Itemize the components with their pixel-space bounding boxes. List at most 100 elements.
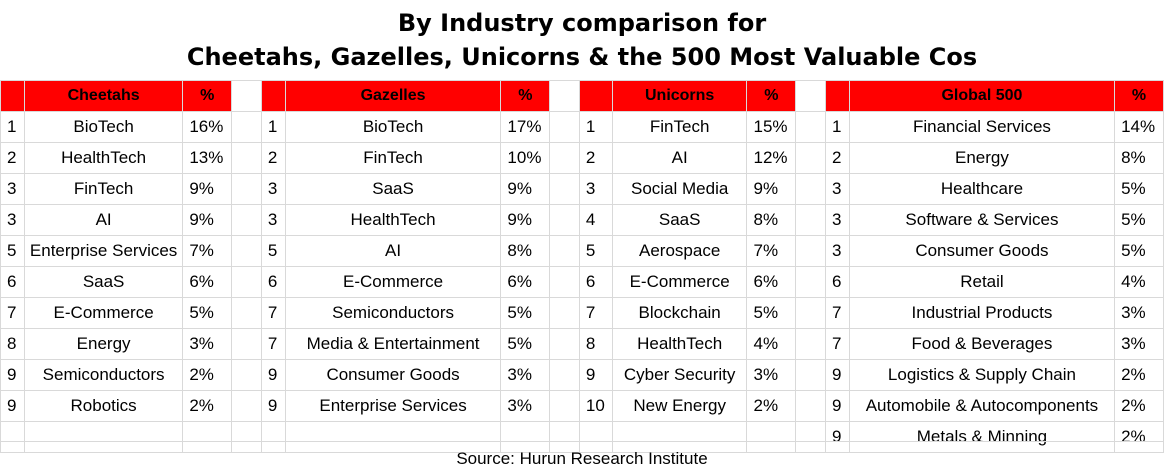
unicorns-industry: Aerospace bbox=[611, 235, 748, 267]
column-gap bbox=[231, 359, 262, 391]
global-500-rank: 3 bbox=[824, 173, 850, 205]
column-gap bbox=[231, 204, 262, 236]
column-gap bbox=[549, 328, 580, 360]
unicorns-percent: 5% bbox=[746, 297, 797, 329]
table-row: 8 Energy 3% 7 Media & Entertainment 5% 8 Health… bbox=[0, 328, 1164, 360]
column-gap bbox=[231, 111, 262, 143]
column-gap bbox=[795, 235, 826, 267]
cheetahs-percent: 9% bbox=[182, 173, 233, 205]
gazelles-rank: 7 bbox=[260, 328, 286, 360]
column-gap bbox=[549, 359, 580, 391]
unicorns-industry: SaaS bbox=[611, 204, 748, 236]
unicorns-industry: HealthTech bbox=[611, 328, 748, 360]
column-gap bbox=[795, 111, 826, 143]
cheetahs-percent: 2% bbox=[182, 390, 233, 422]
header-row: Cheetahs% Gazelles% Unicorns% Global 500% bbox=[0, 80, 1164, 112]
global-500-industry: Retail bbox=[848, 266, 1116, 298]
global-500-rank: 9 bbox=[824, 390, 850, 422]
global-500-industry: Consumer Goods bbox=[848, 235, 1116, 267]
gazelles-percent: 3% bbox=[500, 359, 551, 391]
unicorns-percent: 15% bbox=[746, 111, 797, 143]
column-gap bbox=[795, 142, 826, 174]
cheetahs-percent: 16% bbox=[182, 111, 233, 143]
gazelles-industry: AI bbox=[284, 235, 502, 267]
gazelles-rank: 5 bbox=[260, 235, 286, 267]
gazelles-rank: 7 bbox=[260, 297, 286, 329]
global-500-percent: 3% bbox=[1114, 297, 1164, 329]
cheetahs-rank: 5 bbox=[0, 235, 25, 267]
global-500-industry: Industrial Products bbox=[848, 297, 1116, 329]
unicorns-percent: 12% bbox=[746, 142, 797, 174]
global-500-industry: Food & Beverages bbox=[848, 328, 1116, 360]
unicorns-percent bbox=[746, 421, 797, 453]
global-500-industry: Software & Services bbox=[848, 204, 1116, 236]
cheetahs-rank: 3 bbox=[0, 173, 25, 205]
cheetahs-header: Cheetahs bbox=[23, 80, 184, 112]
table-row: 2 HealthTech 13% 2 FinTech 10% 2 AI 12% 2 Energy 8% bbox=[0, 142, 1164, 174]
gazelles-percent: 3% bbox=[500, 390, 551, 422]
global-500-rank: 1 bbox=[824, 111, 850, 143]
global-500-percent: 5% bbox=[1114, 173, 1164, 205]
unicorns-rank: 7 bbox=[578, 297, 613, 329]
global-500-rank: 3 bbox=[824, 235, 850, 267]
column-gap bbox=[231, 390, 262, 422]
cheetahs-industry: HealthTech bbox=[23, 142, 184, 174]
column-gap bbox=[549, 80, 580, 112]
unicorns-industry: Blockchain bbox=[611, 297, 748, 329]
cheetahs-industry bbox=[23, 421, 184, 453]
global-500-industry: Healthcare bbox=[848, 173, 1116, 205]
column-gap bbox=[549, 111, 580, 143]
cheetahs-rank: 8 bbox=[0, 328, 25, 360]
column-gap bbox=[231, 80, 262, 112]
cheetahs-industry: Enterprise Services bbox=[23, 235, 184, 267]
cheetahs-percent: 5% bbox=[182, 297, 233, 329]
unicorns-percent: 6% bbox=[746, 266, 797, 298]
table-row: 5 Enterprise Services 7% 5 AI 8% 5 Aerospace 7% 3… bbox=[0, 235, 1164, 267]
gazelles-industry: HealthTech bbox=[284, 204, 502, 236]
column-gap bbox=[231, 142, 262, 174]
cheetahs-industry: Robotics bbox=[23, 390, 184, 422]
industry-comparison-table: Cheetahs% Gazelles% Unicorns% Global 500% 1 B… bbox=[0, 80, 1164, 453]
column-gap bbox=[231, 297, 262, 329]
cheetahs-header-blank bbox=[0, 80, 25, 112]
table-row: 1 BioTech 16% 1 BioTech 17% 1 FinTech 15% 1 Financ… bbox=[0, 111, 1164, 143]
unicorns-industry: Cyber Security bbox=[611, 359, 748, 391]
column-gap bbox=[795, 390, 826, 422]
unicorns-percent: 9% bbox=[746, 173, 797, 205]
unicorns-percent: 8% bbox=[746, 204, 797, 236]
unicorns-percent: 4% bbox=[746, 328, 797, 360]
gazelles-rank: 2 bbox=[260, 142, 286, 174]
column-gap bbox=[231, 235, 262, 267]
cheetahs-industry: Semiconductors bbox=[23, 359, 184, 391]
gazelles-industry: Media & Entertainment bbox=[284, 328, 502, 360]
column-gap bbox=[795, 266, 826, 298]
unicorns-rank: 6 bbox=[578, 266, 613, 298]
gazelles-industry: FinTech bbox=[284, 142, 502, 174]
gazelles-industry: SaaS bbox=[284, 173, 502, 205]
unicorns-rank: 5 bbox=[578, 235, 613, 267]
global-500-industry: Logistics & Supply Chain bbox=[848, 359, 1116, 391]
unicorns-header-blank bbox=[578, 80, 613, 112]
column-gap bbox=[549, 204, 580, 236]
gazelles-percent: 17% bbox=[500, 111, 551, 143]
column-gap bbox=[795, 173, 826, 205]
column-gap bbox=[549, 142, 580, 174]
gazelles-header: Gazelles bbox=[284, 80, 502, 112]
global-500-percent: 14% bbox=[1114, 111, 1164, 143]
column-gap bbox=[549, 390, 580, 422]
column-gap bbox=[795, 359, 826, 391]
cheetahs-rank: 2 bbox=[0, 142, 25, 174]
unicorns-industry: FinTech bbox=[611, 111, 748, 143]
global-500-rank: 9 bbox=[824, 359, 850, 391]
global-500-rank: 7 bbox=[824, 297, 850, 329]
column-gap bbox=[795, 297, 826, 329]
gazelles-industry: E-Commerce bbox=[284, 266, 502, 298]
page-title: By Industry comparison for Cheetahs, Gaz… bbox=[0, 0, 1164, 80]
table-row: 9 Metals & Minning 2% bbox=[0, 421, 1164, 453]
cheetahs-pct-header: % bbox=[182, 80, 233, 112]
column-gap bbox=[795, 80, 826, 112]
gazelles-rank bbox=[260, 421, 286, 453]
global-500-header: Global 500 bbox=[848, 80, 1116, 112]
column-gap bbox=[549, 266, 580, 298]
table-row: 6 SaaS 6% 6 E-Commerce 6% 6 E-Commerce 6% 6 Retail… bbox=[0, 266, 1164, 298]
